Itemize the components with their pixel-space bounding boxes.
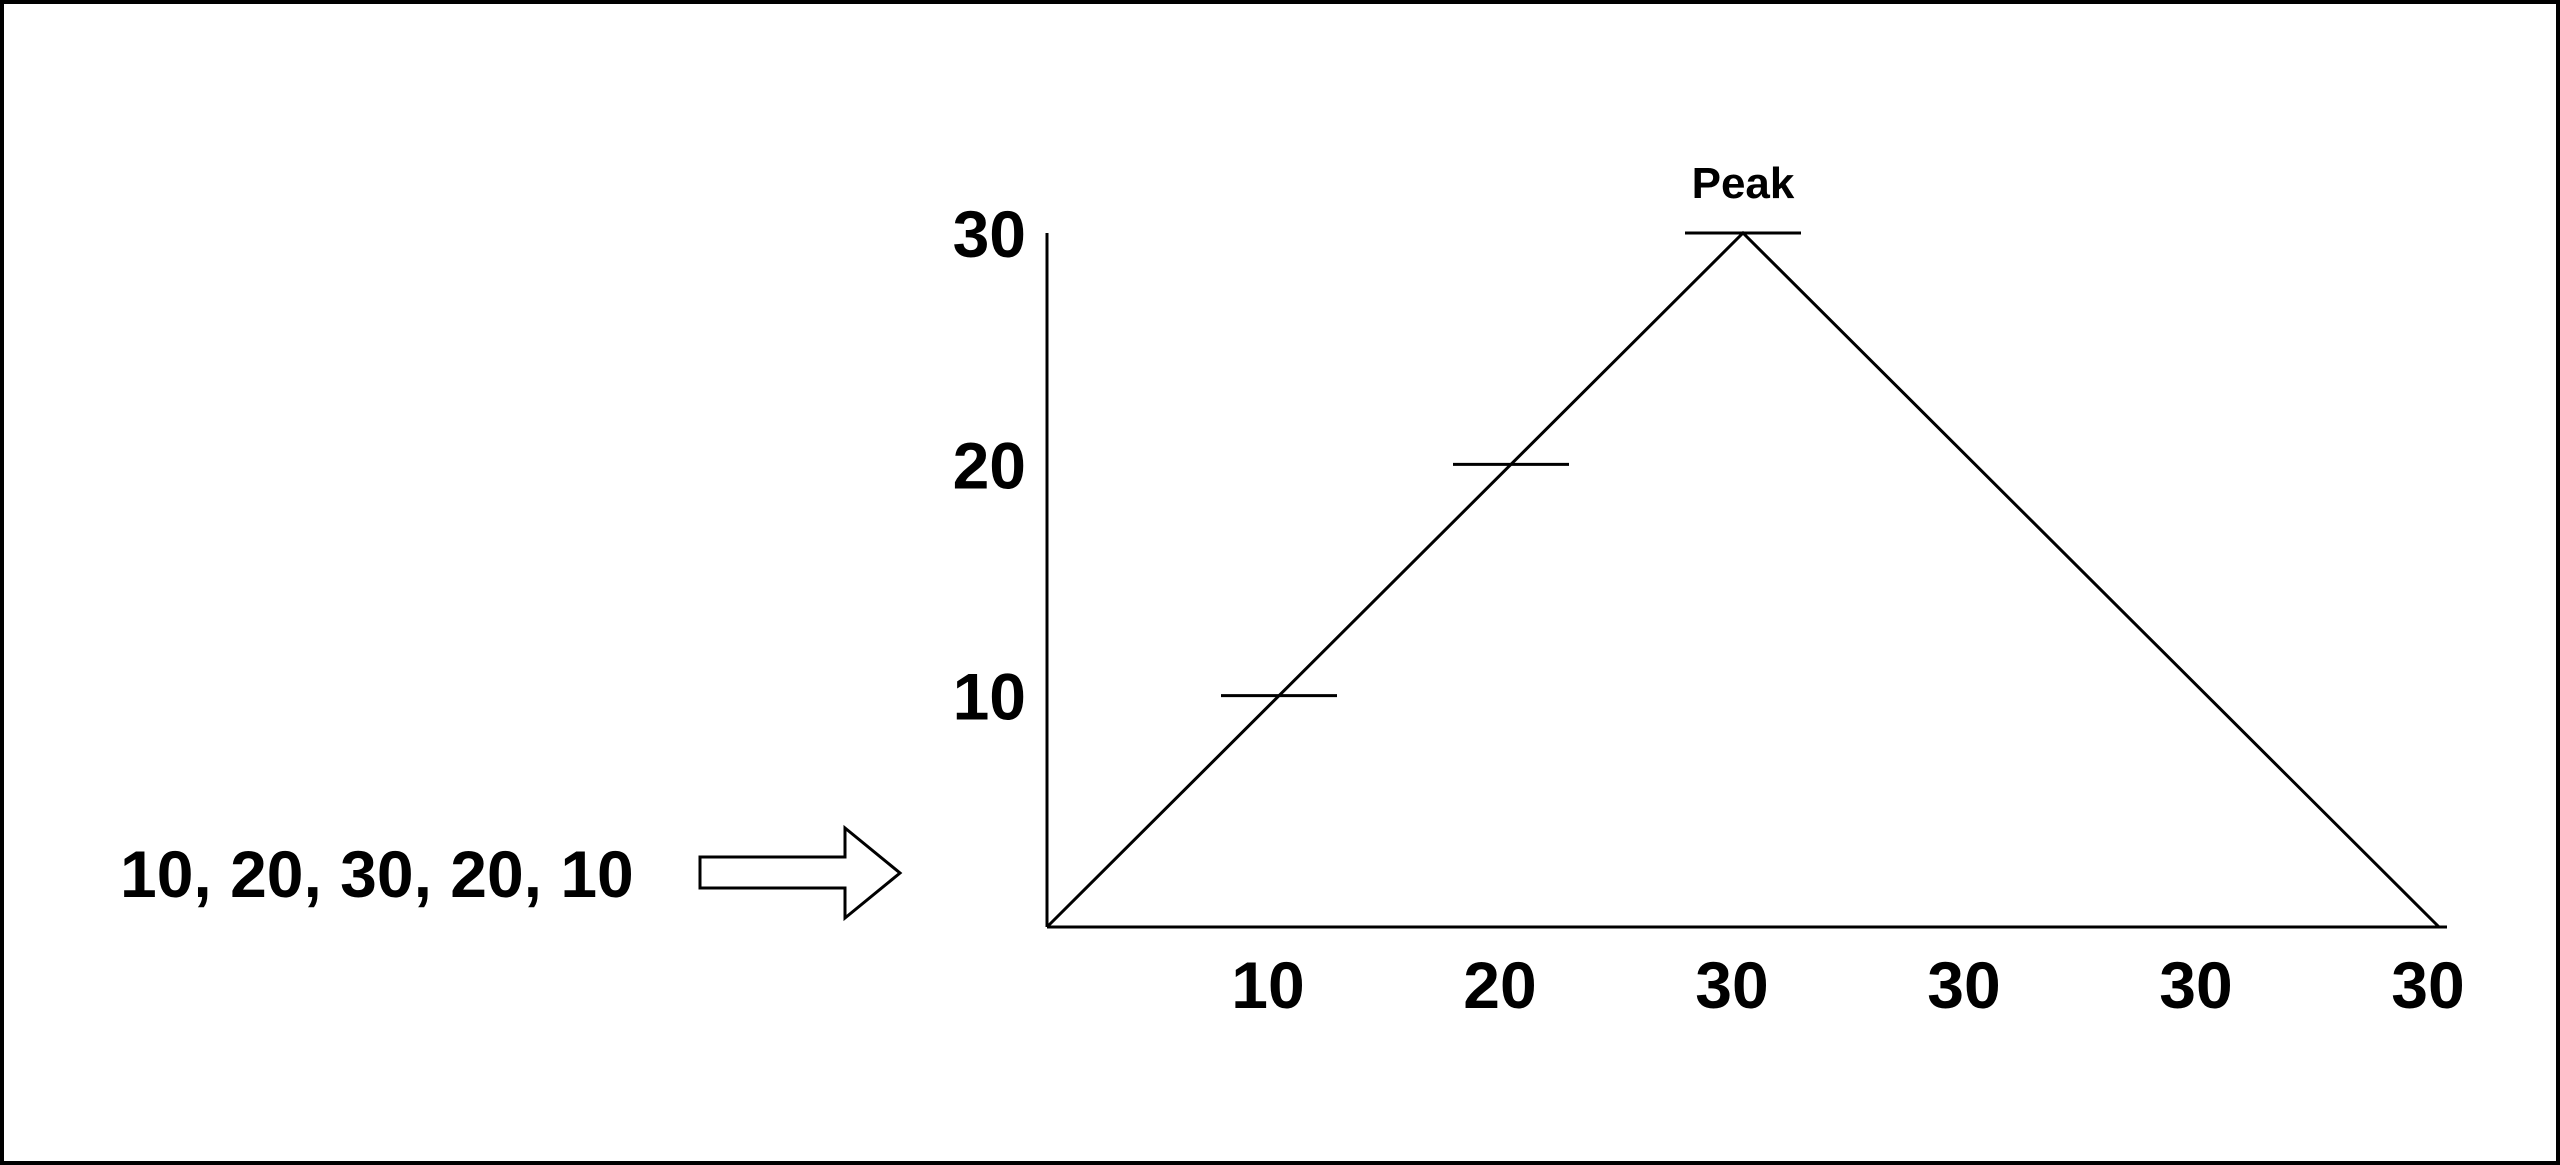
right-arrow-icon: [698, 824, 903, 922]
series-layer: [1045, 230, 2441, 929]
y-tick-label: 20: [953, 428, 1026, 502]
x-tick-label: 20: [1463, 948, 1536, 1022]
y-tick-label: 10: [953, 660, 1026, 734]
x-tick-label: 10: [1231, 948, 1304, 1022]
x-tick-label-layer: 10 20 30 30 30 30: [1231, 948, 2464, 1022]
sequence-text: 10, 20, 30, 20, 10: [120, 837, 634, 911]
y-tick-label: 30: [953, 197, 1026, 271]
series-line: [1045, 230, 2441, 929]
x-tick-label: 30: [1695, 948, 1768, 1022]
x-tick-label: 30: [1927, 948, 2000, 1022]
x-tick-label: 30: [2391, 948, 2464, 1022]
x-tick-label: 30: [2159, 948, 2232, 1022]
y-tick-label-layer: 10 20 30: [953, 197, 1026, 734]
annotation-layer: Peak: [1692, 159, 1795, 208]
level-marker-layer: [1221, 231, 1801, 698]
peak-label: Peak: [1692, 159, 1795, 208]
